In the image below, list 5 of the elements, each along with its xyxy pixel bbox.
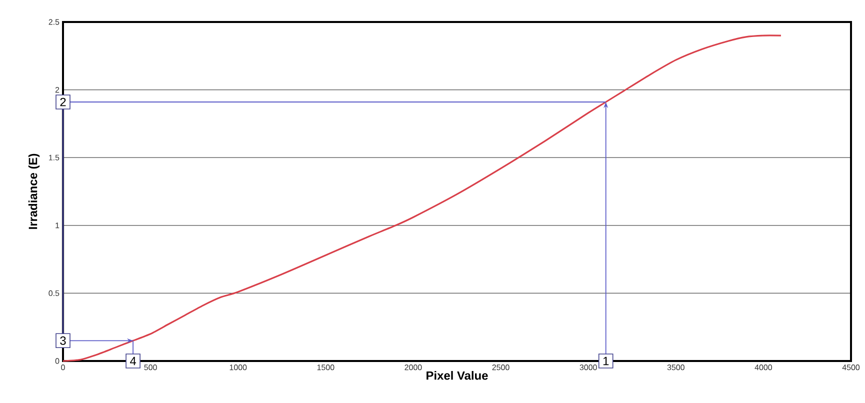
- y-axis-title: Irradiance (E): [28, 154, 40, 229]
- annotation: 3: [60, 336, 66, 345]
- annotation: 1: [603, 356, 609, 366]
- x-axis-title: Pixel Value: [426, 371, 488, 380]
- annotation: 4: [130, 356, 136, 366]
